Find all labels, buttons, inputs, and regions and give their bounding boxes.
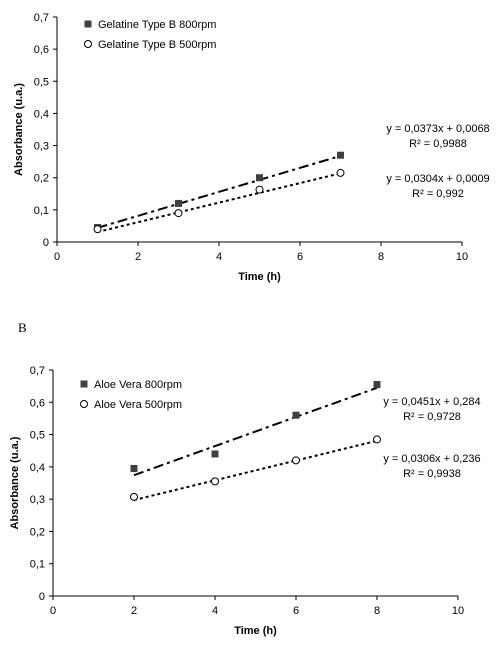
x-axis-title: Time (h): [238, 271, 281, 283]
data-point: [174, 209, 183, 218]
x-tick-label: 6: [293, 605, 299, 617]
x-tick-label: 0: [50, 605, 56, 617]
legend-label: Gelatine Type B 500rpm: [98, 39, 216, 51]
trendline-equation: y = 0,0451x + 0,284: [383, 396, 480, 408]
x-axis-title: Time (h): [234, 625, 277, 637]
x-tick-label: 2: [131, 605, 137, 617]
y-tick-label: 0,3: [30, 494, 45, 506]
x-tick-label: 10: [456, 251, 468, 263]
x-tick-label: 8: [378, 251, 384, 263]
legend-marker: [84, 40, 92, 48]
trendline: [97, 172, 341, 233]
y-tick-label: 0,5: [34, 76, 49, 88]
r-squared-label: R² = 0,9988: [409, 138, 467, 150]
x-tick-label: 6: [297, 251, 303, 263]
trendline-equation: y = 0,0304x + 0,0009: [386, 173, 489, 185]
x-tick-label: 2: [135, 251, 141, 263]
legend-marker: [80, 400, 88, 408]
x-tick-label: 10: [452, 605, 464, 617]
data-point: [292, 456, 300, 465]
y-tick-label: 0,6: [30, 397, 45, 409]
trendline: [133, 439, 378, 502]
r-squared-label: R² = 0,9938: [403, 468, 461, 480]
y-tick-label: 0,2: [30, 526, 45, 538]
y-tick-label: 0,3: [34, 141, 49, 153]
data-point: [130, 464, 138, 472]
y-tick-label: 0,2: [34, 173, 49, 185]
legend-label: Aloe Vera 800rpm: [94, 379, 182, 391]
data-point: [130, 492, 138, 501]
trendline: [133, 386, 378, 477]
data-point: [292, 411, 300, 419]
data-point: [336, 168, 345, 177]
data-point: [337, 151, 344, 159]
y-tick-label: 0,7: [30, 365, 45, 377]
data-point: [175, 199, 182, 207]
y-tick-label: 0,4: [30, 462, 45, 474]
legend-label: Aloe Vera 500rpm: [94, 399, 182, 411]
x-tick-label: 4: [216, 251, 222, 263]
data-point: [211, 477, 219, 486]
y-tick-label: 0: [43, 237, 49, 249]
y-tick-label: 0,4: [34, 108, 49, 120]
data-point: [256, 174, 263, 182]
r-squared-label: R² = 0,9728: [403, 411, 461, 423]
y-tick-label: 0,7: [34, 12, 49, 24]
y-tick-label: 0,1: [34, 205, 49, 217]
panel-label: B: [18, 320, 27, 335]
y-tick-label: 0,1: [30, 559, 45, 571]
r-squared-label: R² = 0,992: [412, 188, 464, 200]
trendline-equation: y = 0,0306x + 0,236: [383, 453, 480, 465]
y-tick-label: 0: [39, 591, 45, 603]
legend-marker: [84, 20, 92, 28]
data-point: [255, 185, 264, 194]
y-tick-label: 0,6: [34, 44, 49, 56]
x-tick-label: 8: [374, 605, 380, 617]
y-axis-title: Absorbance (u.a.): [13, 83, 25, 176]
x-tick-label: 0: [54, 251, 60, 263]
data-point: [373, 435, 381, 444]
trendline: [97, 154, 341, 229]
y-tick-label: 0,5: [30, 430, 45, 442]
y-axis-title: Absorbance (u.a.): [9, 436, 21, 529]
x-tick-label: 4: [212, 605, 218, 617]
trendline-equation: y = 0,0373x + 0,0068: [386, 123, 489, 135]
legend-label: Gelatine Type B 800rpm: [98, 19, 216, 31]
data-point: [373, 381, 381, 389]
legend-marker: [80, 380, 88, 388]
data-point: [93, 225, 102, 234]
data-point: [211, 450, 219, 458]
